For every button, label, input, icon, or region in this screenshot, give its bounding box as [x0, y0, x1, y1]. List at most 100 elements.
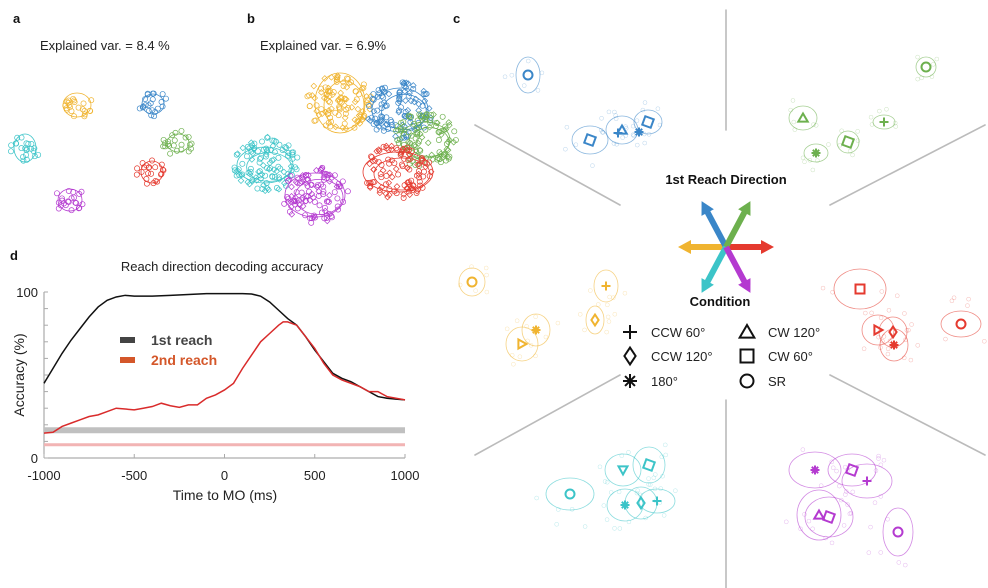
scatter-point — [360, 85, 367, 91]
background-point — [646, 476, 651, 481]
background-point — [612, 109, 617, 115]
background-point — [841, 523, 847, 528]
condition-plus-icon — [613, 128, 623, 138]
condition-plus-icon — [862, 476, 872, 486]
scatter-point — [288, 183, 295, 191]
legend-label-plus: CCW 60° — [651, 325, 705, 340]
cluster-ellipse — [284, 172, 346, 218]
legend-swatch-1st-reach — [120, 337, 135, 343]
chart-d-ylabel: Accuracy (%) — [11, 333, 27, 416]
background-point — [604, 329, 609, 335]
scatter-point — [368, 114, 375, 121]
background-point — [823, 535, 828, 541]
scatter-point — [351, 98, 359, 106]
background-point — [878, 315, 884, 321]
scatter-point — [275, 154, 282, 161]
cluster-ellipse — [362, 151, 434, 193]
legend-label-triangle: CW 120° — [768, 325, 820, 340]
scatter-point — [304, 93, 311, 100]
condition-ellipse — [505, 326, 539, 362]
background-point — [611, 295, 616, 300]
background-point — [626, 450, 631, 455]
scatter-point — [366, 179, 373, 186]
scatter-point — [416, 146, 424, 154]
decoding-accuracy-chart: Reach direction decoding accuracy Accura… — [11, 259, 419, 503]
background-point — [469, 264, 474, 269]
condition-ellipse — [515, 56, 541, 94]
scatter-point — [71, 97, 78, 104]
background-point — [623, 124, 628, 129]
scatter-point — [276, 141, 283, 148]
condition-ellipse — [638, 488, 676, 514]
condition-ellipse — [796, 489, 842, 541]
divider-upper-left — [474, 124, 621, 206]
scatter-point — [400, 194, 407, 201]
scatter-point — [381, 99, 388, 106]
scatter-point — [417, 182, 424, 189]
scatter-point — [417, 112, 424, 119]
background-point — [554, 522, 559, 527]
scatter-point — [407, 155, 414, 162]
scatter-point — [292, 178, 300, 186]
background-point — [831, 465, 836, 471]
background-point — [829, 540, 835, 546]
background-point — [597, 464, 603, 470]
y-tick-label: 0 — [31, 451, 38, 466]
scatter-point — [244, 178, 252, 186]
arrow-shaft-down-right — [723, 245, 749, 286]
scatter-point — [311, 94, 319, 102]
panel-b-title: Explained var. = 6.9% — [260, 38, 387, 53]
cluster-ellipse — [314, 72, 366, 134]
scatter-point — [343, 83, 351, 91]
arrow-head-right — [761, 240, 774, 254]
condition-ellipse — [803, 143, 829, 163]
scatter-point — [239, 144, 247, 152]
scatter-point — [320, 94, 328, 102]
scatter-point — [249, 142, 256, 149]
legend-diamond-icon — [623, 345, 637, 367]
direction-arrows — [678, 201, 774, 293]
background-point — [514, 318, 520, 323]
scatter-point — [78, 188, 85, 195]
scatter-point — [398, 119, 405, 126]
background-point — [829, 459, 834, 465]
condition-plus-icon — [652, 496, 662, 506]
background-point — [599, 116, 604, 121]
scatter-point — [35, 151, 42, 158]
background-point — [631, 133, 637, 138]
scatter-point — [248, 156, 256, 163]
scatter-point — [331, 172, 338, 179]
background-point — [802, 159, 807, 164]
scatter-point — [442, 126, 450, 133]
background-point — [878, 550, 883, 555]
scatter-point — [386, 169, 393, 177]
series-line-1st-reach — [43, 292, 406, 401]
scatter-point — [59, 195, 65, 202]
legend-swatch-2nd-reach — [120, 357, 135, 363]
background-point — [635, 488, 640, 493]
series-line-2nd-reach — [43, 321, 406, 434]
cluster-group-down-right — [784, 447, 914, 568]
scatter-point — [388, 146, 395, 153]
scatter-point — [407, 97, 415, 105]
x-tick-label: 1000 — [391, 468, 420, 483]
scatter-point — [243, 153, 250, 160]
scatter-point — [318, 110, 326, 118]
scatter-point — [275, 163, 282, 170]
scatter-point — [318, 209, 325, 216]
scatter-point — [182, 134, 189, 141]
legend-circle-icon — [739, 373, 755, 389]
scatter-point — [248, 178, 256, 185]
condition-circle-icon — [466, 276, 478, 288]
background-point — [658, 486, 663, 491]
background-point — [879, 289, 885, 294]
scatter-point — [311, 212, 318, 219]
scatter-point — [319, 164, 326, 171]
background-point — [811, 122, 816, 127]
scatter-point — [263, 148, 270, 155]
condition-circle-icon — [955, 318, 967, 330]
scatter-point — [318, 181, 325, 188]
scatter-point — [338, 95, 345, 102]
scatter-point — [332, 109, 339, 116]
